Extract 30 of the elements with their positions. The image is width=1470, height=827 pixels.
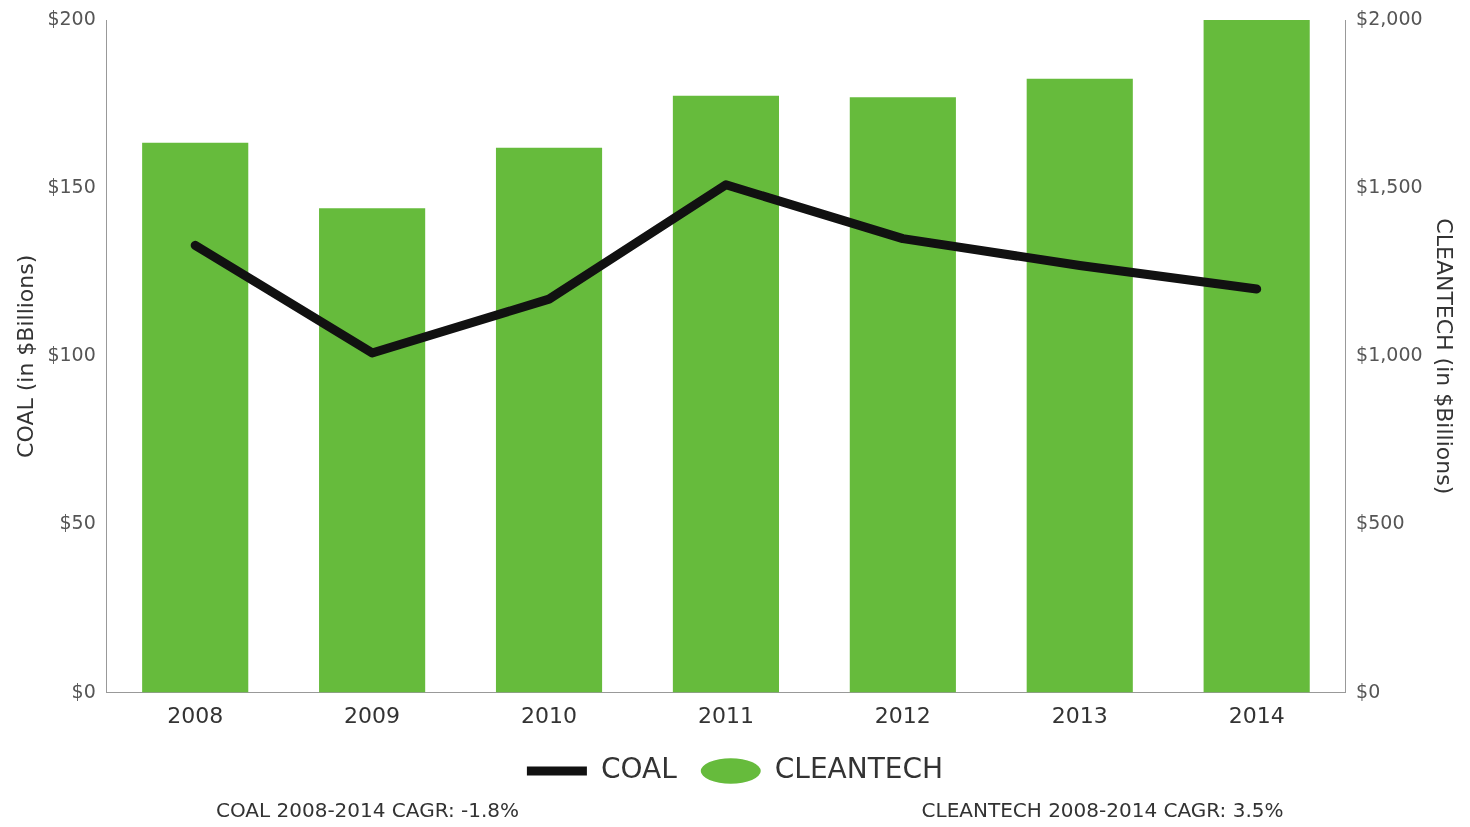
y2-tick-label: $500 bbox=[1356, 511, 1405, 534]
y2-tick-label: $2,000 bbox=[1356, 6, 1423, 29]
y-tick-label: $0 bbox=[71, 679, 96, 702]
y-tick-label: $150 bbox=[47, 175, 96, 198]
bar bbox=[1203, 20, 1310, 693]
y-tick-label: $50 bbox=[59, 511, 96, 534]
legend-label: COAL bbox=[600, 752, 678, 786]
bar bbox=[495, 147, 603, 693]
y-tick-label: $200 bbox=[47, 6, 96, 29]
x-tick-label: 2012 bbox=[874, 702, 931, 728]
bar bbox=[849, 97, 956, 693]
x-tick-label: 2008 bbox=[167, 702, 224, 728]
legend-label: CLEANTECH bbox=[774, 752, 944, 786]
y2-tick-label: $1,500 bbox=[1356, 175, 1423, 198]
x-tick-label: 2009 bbox=[344, 702, 401, 728]
y-axis-title: COAL (in $Billions) bbox=[12, 254, 38, 458]
y2-axis-title: CLEANTECH (in $Billions) bbox=[1432, 218, 1458, 495]
bar bbox=[672, 95, 780, 693]
x-tick-label: 2014 bbox=[1228, 702, 1285, 728]
bar bbox=[1026, 78, 1133, 693]
text: COAL 2008-2014 CAGR: -1.8% bbox=[215, 798, 520, 822]
bar bbox=[319, 208, 426, 693]
x-tick-label: 2010 bbox=[521, 702, 578, 728]
x-tick-label: 2013 bbox=[1051, 702, 1108, 728]
text: CLEANTECH 2008-2014 CAGR: 3.5% bbox=[921, 798, 1284, 822]
bar bbox=[142, 142, 249, 693]
y2-tick-label: $0 bbox=[1356, 679, 1381, 702]
x-tick-label: 2011 bbox=[697, 702, 754, 728]
y2-tick-label: $1,000 bbox=[1356, 343, 1423, 366]
y-tick-label: $100 bbox=[47, 343, 96, 366]
